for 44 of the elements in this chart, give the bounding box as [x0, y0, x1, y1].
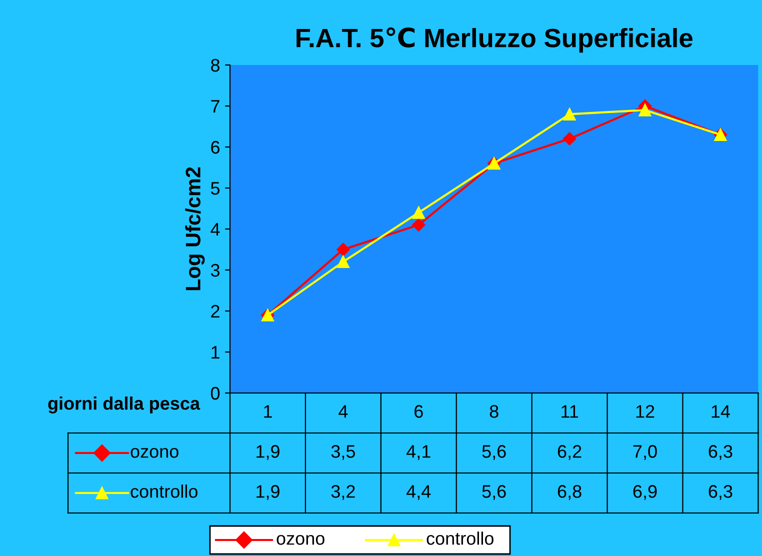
x-tick-label: 14 [712, 405, 730, 418]
y-axis-title: Log Ufc/cm2 [185, 167, 205, 290]
data-label: 1,9 [256, 445, 280, 460]
data-label: 6,3 [708, 445, 732, 460]
point [562, 132, 576, 146]
y-tick-label: 3 [210, 264, 220, 277]
text: ozono [276, 534, 324, 545]
data-label: 5,6 [482, 485, 506, 500]
point [563, 108, 576, 120]
data-label: 7,0 [633, 445, 657, 460]
data-label: 4,1 [406, 445, 430, 460]
point [412, 206, 425, 219]
text: controllo [426, 532, 494, 545]
x-tick-label: 1 [264, 405, 272, 418]
data-label: 6,9 [633, 485, 657, 500]
data-label: 3,5 [331, 445, 355, 460]
y-tick-label: 2 [211, 304, 220, 318]
y-tick-label: 1 [212, 346, 220, 359]
y-tick-label: 8 [211, 58, 220, 72]
data-label: 4,4 [406, 485, 431, 500]
x-tick-label: 8 [490, 405, 498, 418]
x-tick-label: 4 [338, 405, 348, 418]
y-tick-label: 0 [210, 386, 220, 400]
data-label: 6,8 [558, 485, 582, 500]
y-tick-label: 4 [210, 223, 220, 236]
data-label: 5,6 [482, 445, 506, 460]
x-tick-label: 12 [636, 405, 654, 418]
point [412, 218, 426, 232]
data-label: 6,3 [708, 485, 732, 500]
point [336, 242, 350, 256]
x-tick-label: 6 [414, 405, 423, 418]
y-tick-label: 5 [210, 182, 220, 195]
point [336, 256, 350, 268]
legend-label: ozono [130, 448, 178, 458]
chart-title: F.A.T. 5℃ Merluzzo Superficiale [296, 27, 692, 53]
legend-label: controllo [130, 484, 198, 498]
x-tick-label: 11 [562, 405, 578, 418]
data-label: 3,2 [331, 485, 355, 500]
x-axis-title: giorni dalla pesca [48, 396, 200, 414]
data-label: 1,9 [256, 485, 280, 500]
y-tick-label: 7 [211, 100, 220, 113]
data-label: 6,2 [558, 445, 582, 460]
point [638, 104, 652, 116]
y-tick-label: 6 [211, 140, 220, 154]
